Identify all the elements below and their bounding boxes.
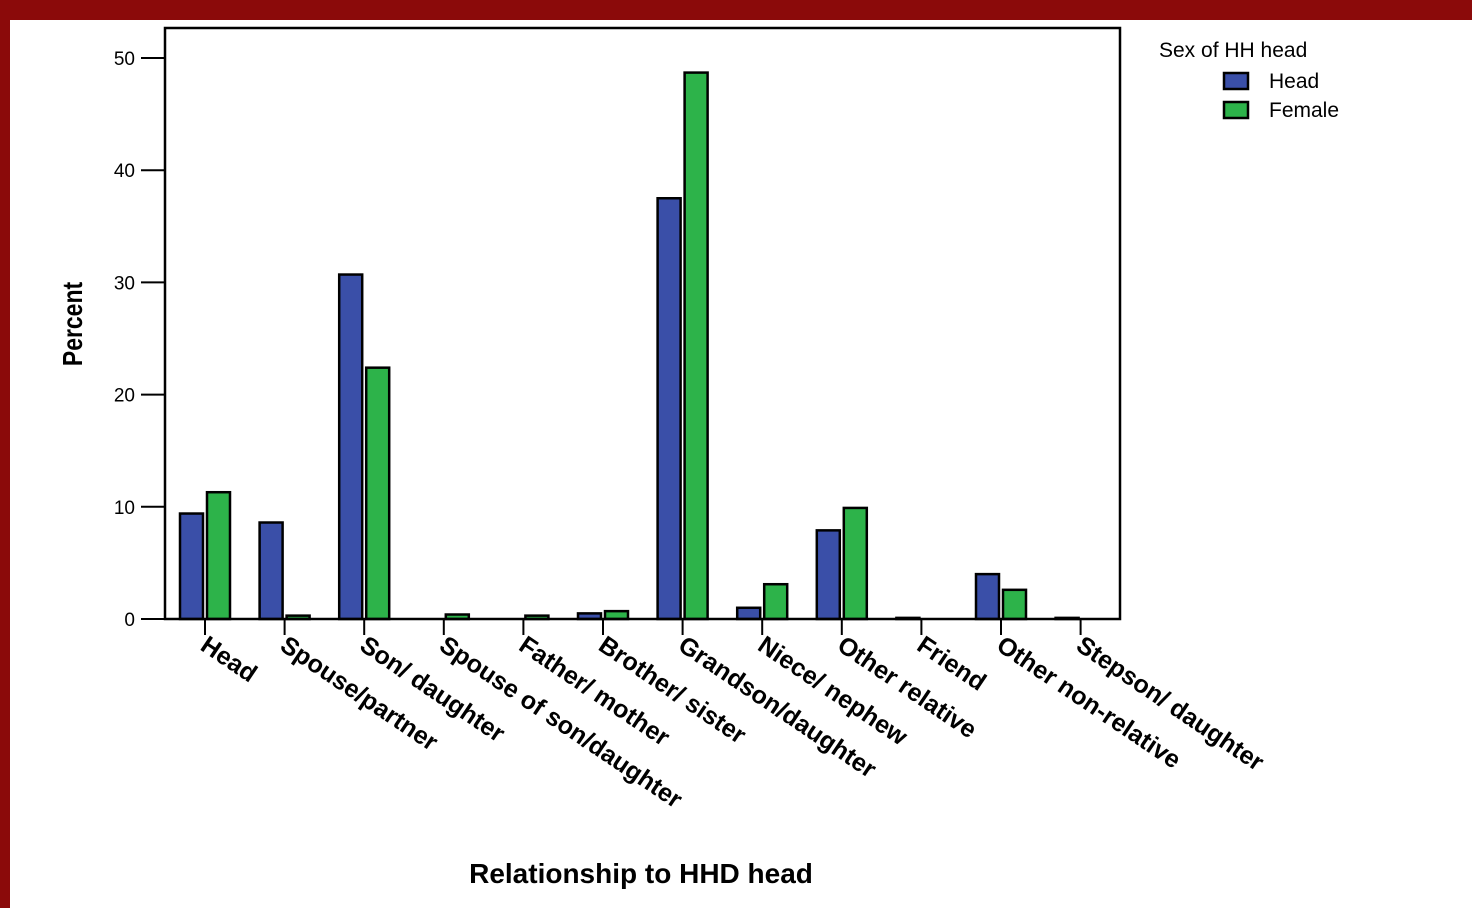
bar-female-6 [683, 71, 709, 621]
y-tick-label: 50 [114, 49, 135, 70]
y-tick-label: 20 [114, 386, 135, 407]
frame-left-border [0, 0, 10, 908]
plot-area [178, 71, 1080, 621]
legend-swatch-head [1222, 71, 1250, 91]
bar-female-2 [364, 366, 391, 621]
legend-label-head: Head [1269, 70, 1319, 93]
y-tick-label: 10 [114, 498, 135, 519]
y-axis: 0 10 20 30 40 50 [114, 49, 165, 631]
plot-frame [163, 26, 1122, 621]
y-axis-title: Percent [58, 281, 89, 366]
bar-head-8 [815, 529, 842, 621]
frame-top-border [0, 0, 1472, 20]
x-axis-title: Relationship to HHD head [469, 858, 813, 889]
y-tick-label: 40 [114, 161, 135, 182]
bar-female-7 [762, 582, 789, 621]
y-tick-label: 0 [124, 610, 135, 631]
bar-female-0 [205, 490, 232, 621]
bar-head-10 [974, 572, 1001, 621]
bar-female-8 [842, 506, 869, 621]
bar-female-10 [1001, 588, 1028, 621]
bar-head-1 [258, 521, 284, 621]
legend: Sex of HH head Head Female [1159, 39, 1339, 122]
x-category-label: Head [196, 631, 262, 688]
y-tick-label: 30 [114, 273, 135, 294]
bar-head-0 [178, 512, 205, 621]
bar-head-6 [656, 197, 682, 621]
legend-label-female: Female [1269, 99, 1339, 122]
bar-head-7 [735, 606, 762, 621]
bar-head-2 [337, 273, 364, 621]
legend-swatch-female [1222, 100, 1250, 120]
legend-title: Sex of HH head [1159, 39, 1307, 62]
